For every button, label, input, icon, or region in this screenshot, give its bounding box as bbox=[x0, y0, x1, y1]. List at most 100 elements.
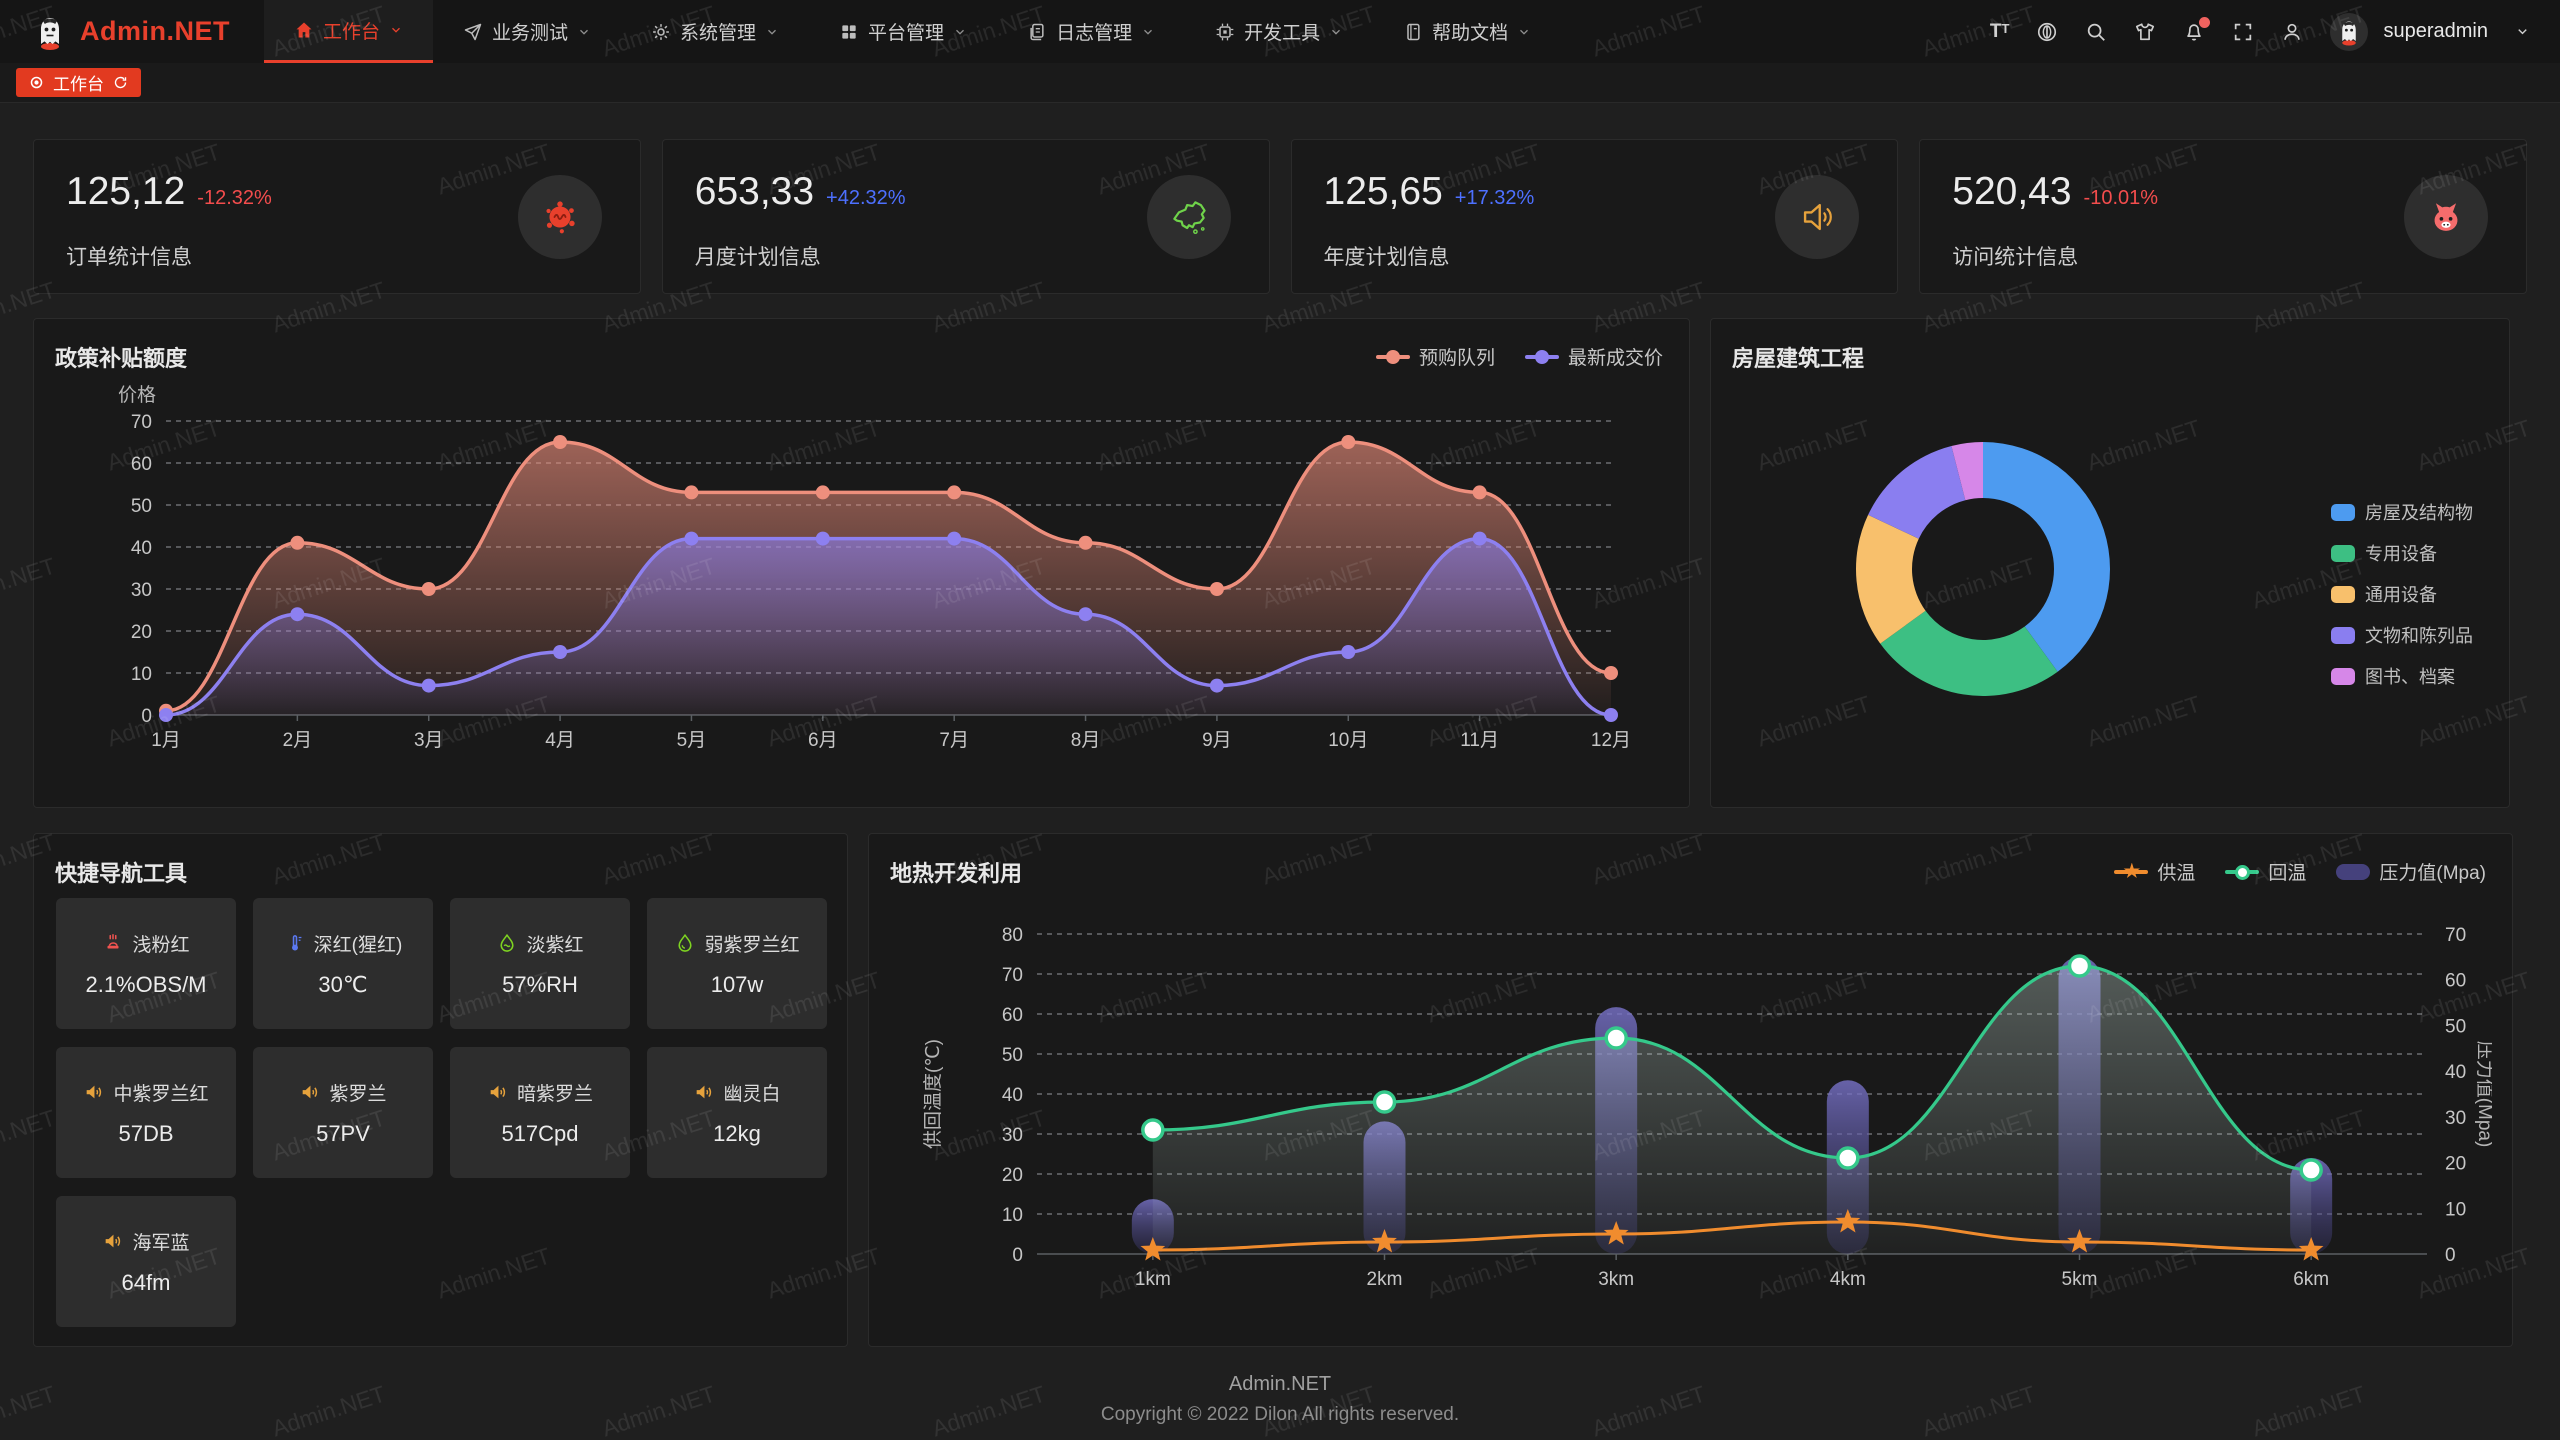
legend-item[interactable]: 专用设备 bbox=[2331, 540, 2473, 566]
fullscreen-icon bbox=[2235, 23, 2252, 40]
svg-text:6月: 6月 bbox=[808, 730, 838, 751]
quick-nav-label: 中紫罗兰红 bbox=[113, 1083, 209, 1105]
page-footer: Admin.NET Copyright © 2022 Dilon All rig… bbox=[33, 1373, 2527, 1440]
svg-text:10: 10 bbox=[2445, 1199, 2466, 1220]
stat-value: 125,65 bbox=[1323, 170, 1443, 213]
active-dot-icon bbox=[30, 76, 43, 89]
donut-chart-canvas bbox=[1856, 442, 2110, 696]
svg-text:80: 80 bbox=[1002, 925, 1023, 946]
chevron-down-icon bbox=[1332, 29, 1341, 35]
theme-button[interactable] bbox=[2134, 21, 2156, 43]
quick-nav-item[interactable]: 淡紫红 57%RH bbox=[450, 898, 630, 1029]
quick-nav-item[interactable]: 弱紫罗兰红 107w bbox=[647, 898, 827, 1029]
quick-nav-value: 517Cpd bbox=[501, 1120, 579, 1146]
username-label[interactable]: superadmin bbox=[2383, 20, 2488, 42]
menu-item-workbench[interactable]: 工作台 bbox=[264, 0, 434, 63]
quick-nav-label: 暗紫罗兰 bbox=[516, 1083, 593, 1105]
legend-item-latest-price[interactable]: 最新成交价 bbox=[1524, 343, 1663, 370]
chevron-down-icon bbox=[768, 29, 777, 35]
menu-item-business-test[interactable]: 业务测试 bbox=[433, 0, 621, 63]
quick-nav-item[interactable]: 幽灵白 12kg bbox=[647, 1047, 827, 1178]
menu-item-system[interactable]: 系统管理 bbox=[621, 0, 809, 63]
svg-text:10: 10 bbox=[1002, 1205, 1023, 1226]
svg-text:2月: 2月 bbox=[283, 730, 313, 751]
legend-label: 房屋及结构物 bbox=[2365, 503, 2473, 523]
svg-text:4月: 4月 bbox=[545, 730, 575, 751]
speaker-icon bbox=[697, 1085, 712, 1099]
legend-item[interactable]: 房屋及结构物 bbox=[2331, 499, 2473, 525]
legend-label: 最新成交价 bbox=[1567, 348, 1663, 369]
quick-nav-item[interactable]: 海军蓝 64fm bbox=[56, 1196, 236, 1327]
chart-title: 地热开发利用 bbox=[890, 861, 1023, 886]
bottom-row: 快捷导航工具 浅粉红 2.1%OBS/M 深红(猩红) 30℃ 淡紫红 57%R… bbox=[33, 833, 2527, 1347]
menu-item-logs[interactable]: 日志管理 bbox=[997, 0, 1185, 63]
svg-text:2km: 2km bbox=[1367, 1269, 1403, 1290]
language-button[interactable] bbox=[2036, 21, 2058, 43]
speaker-icon bbox=[87, 1085, 102, 1099]
svg-text:11月: 11月 bbox=[1460, 730, 1499, 751]
tshirt-icon bbox=[2136, 22, 2155, 40]
stat-cards-row: 125,12 -12.32% 订单统计信息 653,33 +42.32% 月度计… bbox=[33, 139, 2527, 294]
fullscreen-button[interactable] bbox=[2232, 21, 2254, 43]
chevron-down-icon bbox=[392, 27, 400, 33]
menu-label: 日志管理 bbox=[1056, 23, 1133, 44]
stat-value: 653,33 bbox=[694, 170, 815, 213]
quick-nav-item[interactable]: 暗紫罗兰 517Cpd bbox=[450, 1047, 630, 1178]
menu-item-devtools[interactable]: 开发工具 bbox=[1185, 0, 1373, 63]
quick-nav-item[interactable]: 紫罗兰 57PV bbox=[253, 1047, 433, 1178]
chevron-down-icon[interactable] bbox=[2515, 24, 2530, 39]
quick-nav-value: 57DB bbox=[118, 1120, 174, 1146]
legend-swatch bbox=[2331, 585, 2355, 603]
menu-item-docs[interactable]: 帮助文档 bbox=[1373, 0, 1561, 63]
tab-label: 工作台 bbox=[53, 75, 104, 94]
svg-text:60: 60 bbox=[1002, 1005, 1023, 1026]
menu-item-platform[interactable]: 平台管理 bbox=[809, 0, 997, 63]
quick-nav-value: 2.1%OBS/M bbox=[85, 971, 207, 997]
notification-button[interactable] bbox=[2183, 16, 2211, 43]
donut-legend: 房屋及结构物 专用设备 通用设备 文物和陈列品 图书、档案 bbox=[2331, 499, 2473, 689]
legend-swatch bbox=[1375, 349, 1410, 364]
legend-swatch bbox=[2331, 626, 2355, 644]
profile-button[interactable] bbox=[2281, 21, 2303, 43]
refresh-icon[interactable] bbox=[113, 75, 128, 90]
user-avatar[interactable] bbox=[2330, 12, 2369, 51]
tab-bar: 工作台 bbox=[0, 63, 2560, 103]
app-logo[interactable]: Admin.NET bbox=[0, 0, 264, 63]
building-project-chart-card: 房屋建筑工程 房屋及结构物 专用设备 通用设备 文物和陈列品 图书、档案 bbox=[1710, 318, 2510, 808]
tab-workbench[interactable]: 工作台 bbox=[16, 68, 141, 97]
menu-label: 帮助文档 bbox=[1432, 23, 1509, 44]
charts-row: 政策补贴额度 预购队列 最新成交价 0 10 20 30 40 50 60 70 价格 1月 2月 3… bbox=[33, 318, 2527, 808]
menu-label: 开发工具 bbox=[1244, 23, 1321, 44]
svg-text:1km: 1km bbox=[1135, 1269, 1171, 1290]
legend-label: 回温 bbox=[2268, 863, 2307, 884]
stat-card-visits: 520,43 -10.01% 访问统计信息 bbox=[1919, 139, 2527, 294]
svg-text:30: 30 bbox=[131, 580, 152, 601]
quick-nav-item[interactable]: 浅粉红 2.1%OBS/M bbox=[56, 898, 236, 1029]
svg-text:5月: 5月 bbox=[677, 730, 707, 751]
legend-item-supply-temp[interactable]: 供温 bbox=[2114, 858, 2195, 885]
legend-item-return-temp[interactable]: 回温 bbox=[2225, 858, 2306, 885]
svg-text:60: 60 bbox=[131, 454, 152, 475]
legend-item[interactable]: 文物和陈列品 bbox=[2331, 622, 2473, 648]
legend-swatch bbox=[2331, 667, 2355, 685]
quick-nav-item[interactable]: 深红(猩红) 30℃ bbox=[253, 898, 433, 1029]
quick-nav-value: 57PV bbox=[316, 1120, 370, 1146]
speaker-icon bbox=[490, 1085, 506, 1099]
legend-item-preorder[interactable]: 预购队列 bbox=[1375, 343, 1495, 370]
stat-label: 年度计划信息 bbox=[1323, 246, 1450, 269]
quick-nav-item[interactable]: 中紫罗兰红 57DB bbox=[56, 1047, 236, 1178]
legend-item[interactable]: 通用设备 bbox=[2331, 581, 2473, 607]
svg-text:4km: 4km bbox=[1830, 1269, 1866, 1290]
legend-label: 供温 bbox=[2157, 863, 2196, 884]
legend-item[interactable]: 图书、档案 bbox=[2331, 663, 2473, 689]
legend-swatch bbox=[2331, 503, 2355, 521]
svg-text:1月: 1月 bbox=[151, 730, 181, 751]
search-button[interactable] bbox=[2085, 21, 2107, 43]
legend-item-pressure[interactable]: 压力值(Mpa) bbox=[2336, 858, 2486, 885]
svg-text:20: 20 bbox=[2445, 1154, 2466, 1175]
svg-text:9月: 9月 bbox=[1202, 730, 1232, 751]
quick-nav-label: 弱紫罗兰红 bbox=[704, 934, 800, 956]
svg-text:70: 70 bbox=[131, 412, 152, 433]
